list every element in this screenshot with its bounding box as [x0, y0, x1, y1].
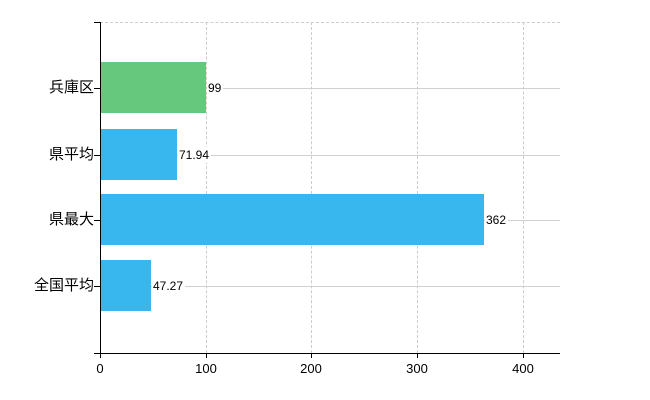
- value-label: 71.94: [178, 147, 212, 163]
- x-tick-mark: [311, 354, 312, 358]
- category-label: 全国平均: [33, 277, 94, 294]
- x-tick-label: 0: [96, 361, 104, 376]
- y-tick-mark: [94, 286, 100, 287]
- y-tick-mark: [94, 155, 100, 156]
- gridline-horizontal: [101, 155, 560, 156]
- y-tick-mark: [94, 88, 100, 89]
- x-tick-label: 400: [512, 361, 534, 376]
- x-tick-label: 200: [300, 361, 322, 376]
- value-label: 99: [207, 80, 224, 96]
- gridline-vertical: [523, 22, 524, 353]
- bar: [101, 194, 484, 245]
- category-label: 県平均: [48, 146, 94, 163]
- y-axis-line: [100, 22, 101, 358]
- bar: [101, 62, 206, 113]
- bar: [101, 260, 151, 311]
- x-tick-mark: [523, 354, 524, 358]
- x-axis-line: [94, 353, 560, 354]
- gridline-vertical: [206, 22, 207, 353]
- y-tick-mark: [94, 220, 100, 221]
- gridline-horizontal: [101, 88, 560, 89]
- x-tick-label: 300: [406, 361, 428, 376]
- category-label: 県最大: [48, 211, 94, 228]
- y-axis-top-tick: [94, 22, 100, 23]
- plot-top-border: [100, 22, 560, 23]
- x-tick-mark: [206, 354, 207, 358]
- x-tick-mark: [417, 354, 418, 358]
- value-label: 362: [485, 212, 509, 228]
- x-tick-label: 100: [195, 361, 217, 376]
- bar: [101, 129, 177, 180]
- gridline-vertical: [417, 22, 418, 353]
- gridline-horizontal: [101, 286, 560, 287]
- gridline-vertical: [311, 22, 312, 353]
- value-label: 47.27: [152, 278, 186, 294]
- category-label: 兵庫区: [48, 79, 94, 96]
